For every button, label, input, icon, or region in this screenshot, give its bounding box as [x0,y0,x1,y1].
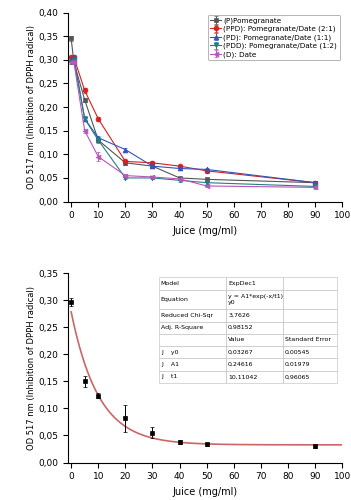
X-axis label: Juice (mg/ml): Juice (mg/ml) [173,487,238,497]
Y-axis label: OD 517 nm (Inhibition of DPPH radical): OD 517 nm (Inhibition of DPPH radical) [27,286,36,450]
X-axis label: Juice (mg/ml): Juice (mg/ml) [173,226,238,236]
Y-axis label: OD 517 nm (Inhibition of DPPH radical): OD 517 nm (Inhibition of DPPH radical) [27,25,36,189]
Legend: (P)Pomegranate, (PPD): Pomegranate/Date (2:1), (PD): Pomegranate/Date (1:1), (PD: (P)Pomegranate, (PPD): Pomegranate/Date … [207,14,340,60]
